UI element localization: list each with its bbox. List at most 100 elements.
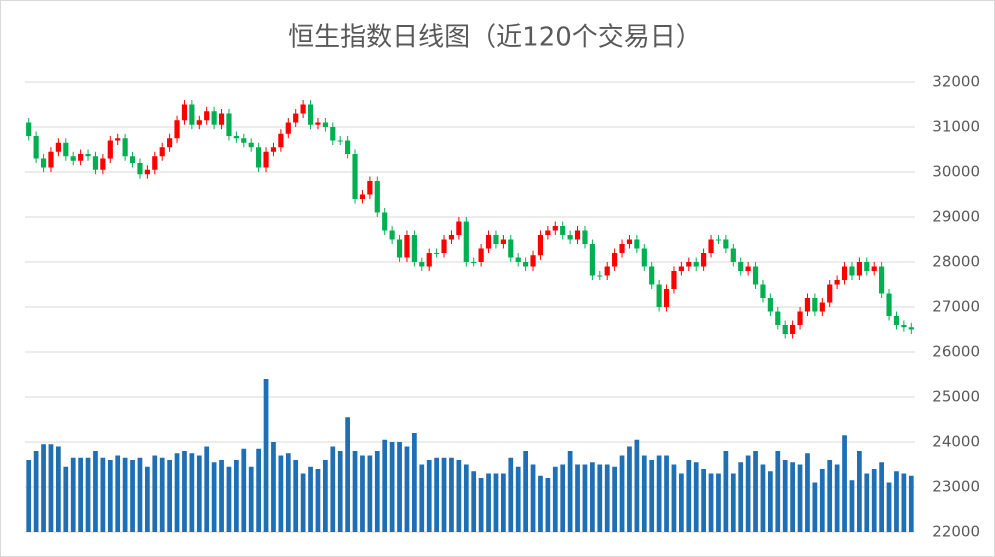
- candle-body: [574, 230, 581, 240]
- candle-body: [641, 248, 647, 267]
- y-tick-label: 26000: [932, 343, 980, 361]
- candle-body: [552, 226, 558, 231]
- candle-body: [767, 298, 773, 312]
- candle-body: [115, 138, 121, 141]
- volume-bar: [182, 451, 187, 532]
- candle-body: [129, 156, 136, 163]
- candle-body: [523, 262, 529, 267]
- volume-bar: [130, 460, 135, 532]
- volume-bar: [285, 453, 291, 532]
- y-tick-label: 27000: [932, 298, 980, 316]
- candle-body: [612, 253, 618, 267]
- volume-bar: [627, 446, 632, 532]
- volume-bar: [545, 478, 551, 532]
- volume-bar: [41, 444, 46, 532]
- volume-bar: [834, 464, 840, 532]
- y-tick-label: 29000: [932, 208, 980, 226]
- volume-bar: [204, 446, 210, 532]
- volume-bar: [33, 451, 39, 532]
- candle-body: [211, 111, 217, 125]
- volume-bar: [241, 448, 247, 532]
- candle-body: [63, 142, 69, 157]
- volume-bar: [812, 482, 818, 532]
- candle-body: [804, 298, 811, 312]
- volume-bar: [360, 455, 365, 532]
- y-tick-label: 24000: [932, 433, 980, 451]
- candle-body: [745, 266, 751, 271]
- volume-bar: [330, 446, 336, 532]
- candle-body: [471, 262, 477, 263]
- candle-body: [233, 136, 239, 139]
- volume-bar: [879, 462, 884, 532]
- candle-body: [441, 239, 447, 253]
- candle-body: [300, 104, 306, 114]
- candle-body: [775, 311, 781, 325]
- volume-bar: [738, 462, 744, 532]
- candle-body: [78, 154, 84, 161]
- volume-bar: [397, 442, 402, 532]
- candle-body: [285, 122, 291, 134]
- candle-body: [448, 235, 455, 240]
- y-tick-label: 23000: [932, 478, 980, 496]
- volume-bar: [901, 473, 907, 532]
- candle-body: [723, 239, 729, 249]
- volume-bar: [434, 457, 439, 532]
- candle-body: [834, 280, 840, 285]
- candle-body: [508, 239, 514, 258]
- volume-bar: [456, 460, 462, 532]
- volume-bar: [100, 457, 106, 532]
- candle-body: [597, 275, 603, 277]
- volume-bar: [145, 466, 150, 532]
- volume-bar: [493, 473, 499, 532]
- volume-bar: [471, 471, 477, 532]
- volume-bar: [278, 455, 284, 532]
- volume-bar: [107, 460, 113, 532]
- candle-body: [567, 235, 573, 240]
- volume-bar: [48, 444, 54, 532]
- candle-body: [663, 289, 670, 307]
- volume-bar: [671, 464, 677, 532]
- candle-body: [530, 255, 536, 267]
- candle-body: [196, 120, 202, 125]
- candle-body: [649, 266, 655, 285]
- volume-bar: [85, 457, 91, 532]
- candle-body: [686, 262, 692, 267]
- volume-bar: [827, 460, 833, 532]
- volume-bar: [849, 480, 855, 532]
- candle-body: [730, 248, 736, 262]
- candle-body: [908, 327, 914, 330]
- candle-body: [189, 104, 195, 125]
- candle-body: [426, 253, 432, 267]
- candle-body: [382, 212, 388, 231]
- volume-bar: [634, 439, 640, 532]
- volume-bar: [649, 460, 655, 532]
- volume-bar: [745, 455, 751, 532]
- candle-body: [374, 181, 380, 213]
- volume-bar: [886, 482, 892, 532]
- candle-body: [893, 316, 900, 325]
- candle-body: [204, 111, 210, 121]
- candle-body: [678, 266, 684, 271]
- candle-body: [485, 235, 492, 249]
- candle-body: [137, 163, 143, 175]
- candle-body: [26, 122, 32, 136]
- volume-bar: [819, 469, 825, 532]
- candle-body: [100, 158, 106, 170]
- volume-bar: [612, 466, 617, 532]
- volume-bar: [234, 460, 239, 532]
- volume-bar: [352, 451, 358, 532]
- y-tick-label: 30000: [932, 163, 980, 181]
- candle-body: [315, 122, 321, 125]
- volume-bar: [560, 464, 566, 532]
- candle-body: [715, 239, 722, 241]
- volume-bar: [723, 451, 729, 532]
- volume-bar: [515, 466, 521, 532]
- candle-body: [293, 113, 299, 123]
- candle-body: [322, 122, 328, 127]
- candle-body: [708, 239, 714, 253]
- volume-bar: [842, 435, 847, 532]
- y-tick-label: 32000: [932, 73, 980, 91]
- candle-body: [263, 151, 269, 168]
- volume-bar: [552, 466, 558, 532]
